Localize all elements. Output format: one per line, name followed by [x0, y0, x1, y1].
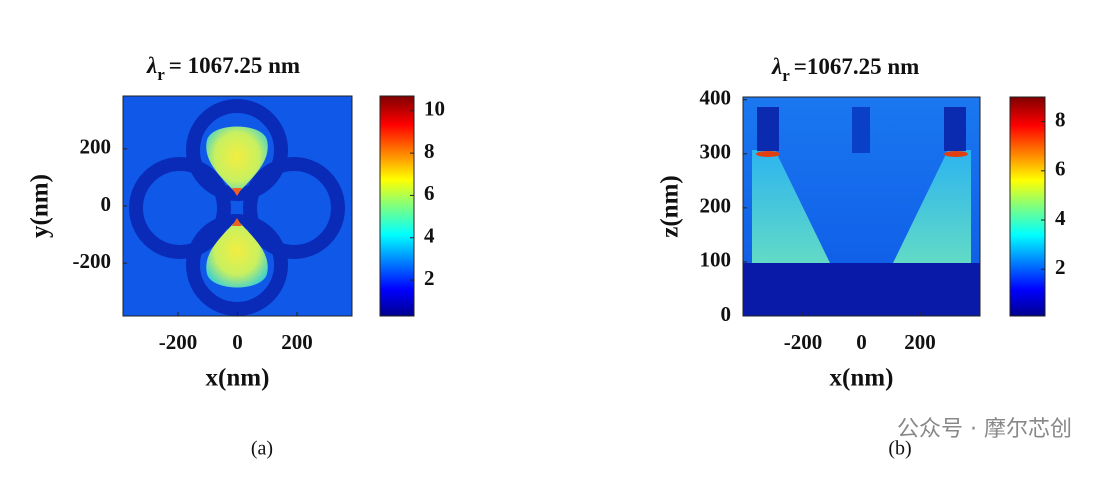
title-text: =1067.25 nm	[794, 54, 920, 79]
x-axis-label: x(nm)	[206, 365, 270, 392]
title-symbol: λ	[146, 53, 157, 78]
y-axis-label: z(nm)	[657, 175, 684, 237]
x-tick-label: -200	[159, 330, 198, 354]
colorbar-tick-label: 6	[1055, 157, 1066, 181]
y-tick-label: 100	[700, 248, 732, 272]
y-tick-label: 200	[80, 135, 112, 159]
title-symbol: λ	[771, 54, 782, 79]
colorbar-tick-label: 8	[1055, 107, 1066, 131]
colorbar-tick-label: 4	[424, 224, 435, 248]
y-tick-label: -200	[73, 249, 112, 273]
y-axis-label: y(nm)	[27, 174, 54, 238]
title-subscript: r	[782, 66, 790, 85]
x-tick-label: 200	[281, 330, 313, 354]
colorbar-tick-label: 2	[424, 266, 435, 290]
y-tick-label: 0	[721, 302, 732, 326]
chart-title: λr = 1067.25 nm	[146, 53, 300, 84]
chart-title: λr =1067.25 nm	[771, 54, 919, 85]
title-subscript: r	[157, 65, 165, 84]
colorbar	[379, 95, 415, 317]
colorbar-tick-label: 4	[1055, 206, 1066, 230]
colorbar-tick-label: 6	[424, 181, 435, 205]
watermark: 公众号 · 摩尔芯创	[897, 417, 1072, 442]
x-tick-label: 0	[232, 330, 243, 354]
x-tick-label: -200	[784, 330, 823, 354]
field-map	[123, 96, 352, 316]
colorbar-tick-label: 10	[424, 97, 445, 121]
x-tick-label: 0	[856, 330, 867, 354]
title-text: = 1067.25 nm	[169, 53, 300, 78]
y-tick-label: 400	[700, 86, 732, 110]
colorbar-tick-label: 2	[1055, 255, 1066, 279]
y-tick-label: 0	[101, 192, 112, 216]
caption: (b)	[888, 438, 911, 460]
field-map	[743, 97, 980, 316]
y-tick-label: 200	[700, 194, 732, 218]
colorbar-tick-label: 8	[424, 139, 435, 163]
caption: (a)	[251, 438, 273, 460]
colorbar	[1009, 96, 1046, 317]
x-tick-label: 200	[904, 330, 936, 354]
x-axis-label: x(nm)	[830, 365, 894, 392]
y-tick-label: 300	[700, 140, 732, 164]
